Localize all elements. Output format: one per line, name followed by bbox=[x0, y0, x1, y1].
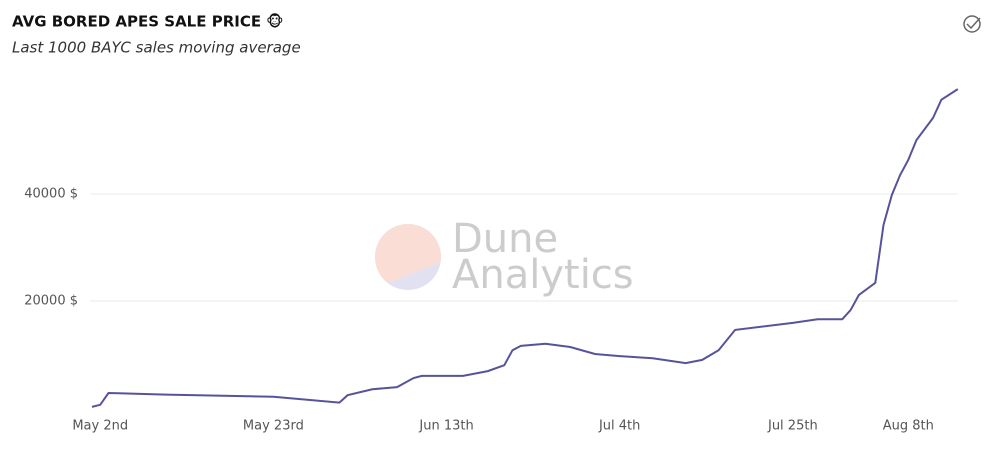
watermark: Analytics bbox=[452, 252, 634, 298]
x-tick-label: Jul 25th bbox=[767, 419, 818, 434]
line bbox=[91, 88, 959, 408]
x-tick-label: Jul 4th bbox=[598, 419, 640, 434]
chart-subtitle: Last 1000 BAYC sales moving average bbox=[12, 39, 301, 57]
x-tick-label: May 2nd bbox=[72, 419, 128, 434]
check-icon[interactable] bbox=[963, 15, 981, 33]
x-tick-label: May 23rd bbox=[243, 419, 304, 434]
watermark: Dune bbox=[452, 216, 558, 262]
y-tick-label: 20000 $ bbox=[24, 294, 78, 309]
chart-title: AVG BORED APES SALE PRICE 🐵 bbox=[12, 13, 284, 31]
watermark-logo bbox=[375, 224, 441, 290]
y-tick-label: 40000 $ bbox=[24, 187, 78, 202]
x-tick-label: Jun 13th bbox=[418, 419, 473, 434]
x-tick-label: Aug 8th bbox=[883, 419, 934, 434]
